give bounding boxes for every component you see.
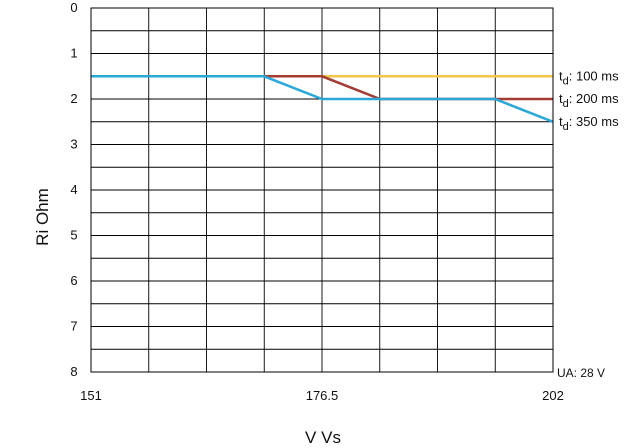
x-tick-label: 151 xyxy=(80,388,102,403)
plot-frame xyxy=(90,7,554,373)
y-tick-label: 6 xyxy=(70,273,77,288)
y-tick-label: 4 xyxy=(70,182,77,197)
x-tick-label: 202 xyxy=(542,388,564,403)
y-axis-title: Ri Ohm xyxy=(33,188,52,246)
annotation-label: UA: 28 V xyxy=(557,366,605,380)
y-tick-label: 5 xyxy=(70,228,77,243)
y-tick-label: 8 xyxy=(70,364,77,379)
y-tick-label: 1 xyxy=(70,46,77,61)
series-label-1: td: 100 ms xyxy=(559,68,619,87)
series-lines xyxy=(91,75,554,123)
series-label-3: td: 350 ms xyxy=(559,114,619,133)
y-tick-label: 7 xyxy=(70,319,77,334)
series-label-2: td: 200 ms xyxy=(559,91,619,110)
plot-border xyxy=(90,7,554,373)
x-axis-title: V Vs xyxy=(305,428,341,447)
x-tick-label: 176.5 xyxy=(306,388,339,403)
grid xyxy=(91,8,553,372)
series-labels: td: 100 ms td: 200 ms td: 350 ms xyxy=(559,68,619,133)
y-tick-label: 2 xyxy=(70,91,77,106)
y-tick-label: 3 xyxy=(70,137,77,152)
series-line-3 xyxy=(91,75,554,123)
y-tick-label: 0 xyxy=(70,0,77,15)
